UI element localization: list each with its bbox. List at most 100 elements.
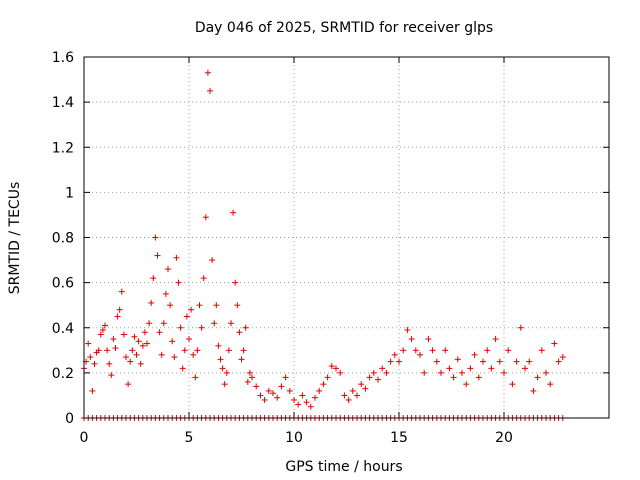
y-tick-label: 1 <box>65 185 74 201</box>
data-point <box>141 329 148 336</box>
data-point <box>125 381 132 388</box>
data-point <box>291 396 297 403</box>
chart-title: Day 046 of 2025, SRMTID for receiver glp… <box>195 20 493 36</box>
data-point <box>183 313 190 320</box>
data-point <box>95 347 102 354</box>
data-point <box>379 365 386 372</box>
data-point <box>204 69 211 76</box>
data-point <box>99 327 106 334</box>
data-point <box>144 340 150 347</box>
data-point <box>104 347 111 354</box>
data-point <box>341 392 348 399</box>
y-tick-label: 1.2 <box>52 140 74 156</box>
y-tick-label: 0.8 <box>52 231 74 247</box>
data-point <box>249 374 255 381</box>
data-point <box>429 347 436 354</box>
data-point <box>438 369 444 376</box>
data-point <box>307 403 314 410</box>
data-point <box>299 392 306 399</box>
data-point <box>169 338 176 345</box>
data-point <box>181 347 188 354</box>
y-tick-label: 1.6 <box>52 50 74 66</box>
data-point <box>173 254 180 261</box>
data-point <box>400 347 407 354</box>
data-point <box>408 336 415 343</box>
x-axis-label: GPS time / hours <box>285 459 402 475</box>
data-point <box>492 336 499 343</box>
data-point <box>513 358 520 365</box>
data-point <box>148 299 155 306</box>
data-point <box>559 354 566 361</box>
data-point <box>186 336 192 343</box>
data-point <box>534 374 541 381</box>
data-point <box>171 354 178 361</box>
data-point <box>118 288 125 295</box>
data-point <box>156 329 163 336</box>
data-point <box>217 356 224 363</box>
data-point <box>162 290 169 297</box>
y-tick-label: 0.2 <box>52 366 74 382</box>
data-point <box>257 392 264 399</box>
data-point <box>555 358 562 365</box>
data-point <box>127 358 134 365</box>
data-point <box>131 333 138 340</box>
data-point <box>261 396 268 403</box>
data-point <box>484 347 491 354</box>
data-point <box>236 329 243 336</box>
y-axis-label: SRMTID / TECUs <box>7 182 23 295</box>
data-point <box>177 324 184 331</box>
data-point <box>232 279 239 286</box>
data-point <box>349 387 356 394</box>
data-point <box>454 356 461 363</box>
data-point <box>85 340 92 347</box>
data-point <box>146 320 153 327</box>
data-point <box>328 363 335 370</box>
y-tick-label: 0.6 <box>52 276 74 292</box>
data-point <box>112 345 119 352</box>
data-point <box>383 369 390 376</box>
data-point <box>253 383 260 390</box>
data-point <box>123 354 129 361</box>
data-point <box>526 358 533 365</box>
data-point <box>129 347 136 354</box>
data-point <box>362 385 369 392</box>
data-point <box>370 369 377 376</box>
data-point <box>312 394 318 401</box>
data-point <box>446 365 453 372</box>
data-point <box>240 347 247 354</box>
data-point <box>475 374 482 381</box>
data-point <box>110 336 117 343</box>
data-point <box>152 234 159 241</box>
data-point <box>228 320 234 327</box>
data-point <box>421 369 428 376</box>
data-point <box>202 214 209 221</box>
data-point <box>120 331 127 338</box>
data-point <box>179 365 186 372</box>
y-tick-label: 0.4 <box>52 321 74 337</box>
data-point <box>270 390 276 397</box>
data-point <box>501 369 507 376</box>
data-point <box>219 365 226 372</box>
data-point <box>116 306 123 313</box>
data-point <box>175 279 182 286</box>
data-point <box>265 387 272 394</box>
data-point <box>238 356 245 363</box>
x-tick-label: 5 <box>185 430 194 446</box>
data-point <box>102 322 108 329</box>
data-point <box>89 387 96 394</box>
data-point <box>135 338 142 345</box>
data-point <box>158 351 165 358</box>
data-point <box>337 369 344 376</box>
data-point <box>114 313 121 320</box>
x-tick-label: 10 <box>285 430 303 446</box>
data-point <box>471 351 478 358</box>
data-point <box>543 369 549 376</box>
data-point <box>274 394 281 401</box>
data-point <box>530 387 537 394</box>
data-point <box>87 354 94 361</box>
data-point <box>108 372 115 379</box>
data-point <box>192 374 199 381</box>
data-point <box>234 302 241 309</box>
data-point <box>213 302 220 309</box>
